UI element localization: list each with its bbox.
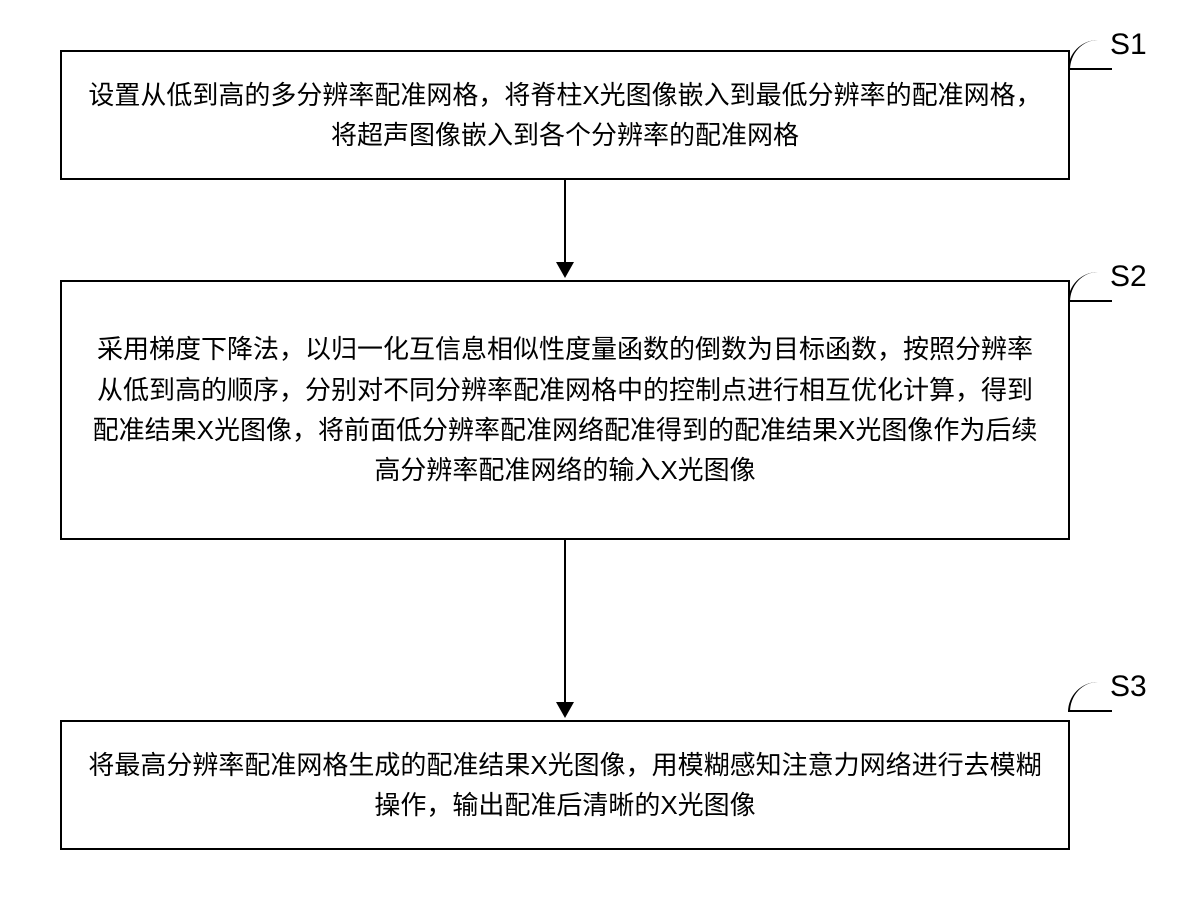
label-connector-s1 (1068, 40, 1112, 70)
arrow-s2-s3-head-icon (556, 702, 574, 718)
flow-step-s3-text: 将最高分辨率配准网格生成的配准结果X光图像，用模糊感知注意力网络进行去模糊操作，… (86, 745, 1044, 826)
flow-step-s1: 设置从低到高的多分辨率配准网格，将脊柱X光图像嵌入到最低分辨率的配准网格，将超声… (60, 50, 1070, 180)
step-label-s3: S3 (1110, 670, 1147, 704)
flow-step-s3: 将最高分辨率配准网格生成的配准结果X光图像，用模糊感知注意力网络进行去模糊操作，… (60, 720, 1070, 850)
label-connector-s2 (1068, 272, 1112, 302)
flow-step-s2-text: 采用梯度下降法，以归一化互信息相似性度量函数的倒数为目标函数，按照分辨率从低到高… (86, 329, 1044, 490)
flow-step-s2: 采用梯度下降法，以归一化互信息相似性度量函数的倒数为目标函数，按照分辨率从低到高… (60, 280, 1070, 540)
flow-step-s1-text: 设置从低到高的多分辨率配准网格，将脊柱X光图像嵌入到最低分辨率的配准网格，将超声… (86, 75, 1044, 156)
arrow-s1-s2-line (564, 180, 566, 262)
step-label-s2: S2 (1110, 260, 1147, 294)
step-label-s1: S1 (1110, 28, 1147, 62)
label-connector-s3 (1068, 682, 1112, 712)
arrow-s2-s3-line (564, 540, 566, 702)
arrow-s1-s2-head-icon (556, 262, 574, 278)
